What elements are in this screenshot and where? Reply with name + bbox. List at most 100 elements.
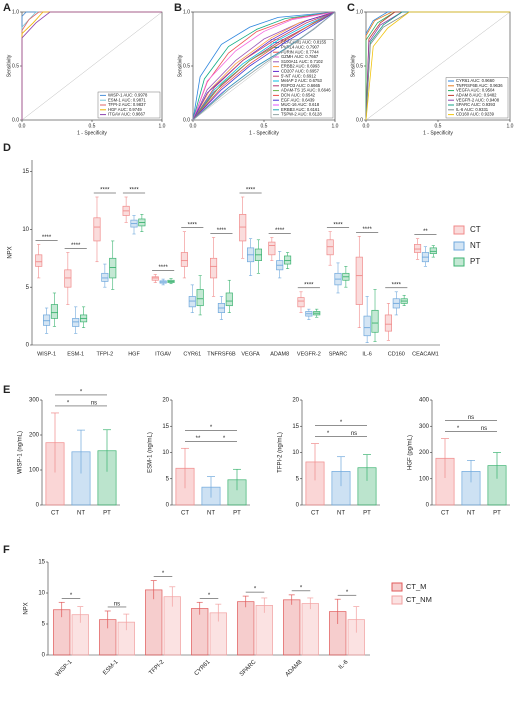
legend-label: ADAM 8 AUC: 0.9482: [456, 93, 497, 98]
significance-label: **: [196, 436, 201, 442]
y-tick-label: 0: [166, 503, 170, 509]
y-tick-label: 15: [22, 169, 29, 175]
roc-curve: [192, 11, 336, 121]
legend-label: RSPO3 AUC: 0.6665: [281, 83, 321, 88]
y-tick-label: 0: [426, 503, 430, 509]
roc-curve: [21, 11, 162, 120]
x-tick-label: 1.0: [159, 123, 166, 129]
legend-label: ITGAV AUC: 0.9667: [108, 112, 146, 117]
y-tick-label: 0.5: [12, 63, 19, 69]
x-tick-label: ADAM8: [285, 659, 304, 678]
y-tick-label: 5: [42, 622, 46, 628]
box: [371, 309, 379, 333]
box: [188, 296, 196, 308]
legend-label: HGF AUC: 0.9749: [108, 107, 142, 112]
legend-swatch: [391, 582, 403, 592]
y-tick-label: 1.0: [183, 9, 190, 15]
panel-label: F: [3, 544, 10, 556]
legend-label: MUC-16 AUC: 0.618: [281, 102, 320, 107]
significance-label: *: [300, 585, 303, 591]
y-axis-label: WISP-1 (ng/mL): [18, 431, 24, 474]
box: [180, 252, 188, 267]
legend-label: SPARC AUC: 0.9393: [456, 102, 496, 107]
y-tick-label: 0: [296, 503, 300, 509]
y-tick-label: 10: [38, 591, 45, 597]
significance-label: ns: [114, 602, 120, 608]
significance-label: ****: [217, 228, 227, 234]
bar: [283, 599, 301, 656]
y-tick-label: 0: [26, 343, 30, 349]
x-tick-label: NT: [207, 511, 215, 517]
x-tick-label: PT: [103, 511, 111, 517]
y-tick-label: 1.0: [356, 9, 363, 15]
box: [284, 255, 292, 265]
box: [72, 318, 80, 327]
significance-label: ****: [100, 188, 110, 194]
box: [355, 256, 363, 305]
y-tick-label: 0.5: [356, 63, 363, 69]
box: [196, 289, 204, 307]
legend-label: CD160 AUC: 0.9239: [456, 112, 495, 117]
significance-label: ****: [304, 282, 314, 288]
box: [268, 241, 276, 256]
x-tick-label: CT: [441, 511, 449, 517]
x-axis-label: 1 - Specificity: [423, 130, 453, 136]
x-tick-label: CD160: [388, 351, 405, 357]
y-tick-label: 10: [22, 227, 29, 233]
y-axis-label: ESM-1 (ng/mL): [148, 432, 154, 473]
significance-label: ****: [188, 222, 198, 228]
legend-box: [445, 77, 509, 119]
y-tick-label: 0.0: [183, 117, 190, 123]
x-tick-label: 0.5: [435, 123, 442, 129]
significance-label: *: [208, 593, 211, 599]
y-tick-label: 300: [29, 398, 40, 404]
bar: [145, 589, 163, 656]
roc-curve: [192, 11, 336, 121]
legend-label: MetAP 2 AUC: 0.6753: [281, 78, 323, 83]
legend-label: ERBB3 AUC: 0.6161: [281, 107, 320, 112]
x-tick-label: TNFRSF6B: [207, 351, 236, 357]
y-tick-label: 0.0: [12, 117, 19, 123]
y-tick-label: 10: [292, 450, 299, 456]
x-tick-label: WISP-1: [37, 351, 56, 357]
significance-label: ****: [362, 227, 372, 233]
legend-label: ERBB2 AUC: 0.6993: [281, 64, 320, 69]
y-axis-label: NPX: [8, 246, 14, 258]
box: [414, 244, 422, 253]
legend-label: CT: [470, 225, 481, 234]
box: [384, 314, 392, 332]
x-tick-label: NT: [467, 511, 475, 517]
legend-box: [97, 91, 161, 119]
panel-label: A: [3, 2, 11, 14]
x-tick-label: IL-6: [338, 659, 350, 671]
x-tick-label: CT: [51, 511, 59, 517]
panel-label: C: [347, 2, 355, 14]
legend-label: CT_NM: [406, 595, 432, 604]
legend-swatch: [453, 257, 465, 267]
box: [109, 257, 117, 279]
panel-label: B: [174, 2, 182, 14]
x-tick-label: IL-6: [362, 351, 371, 357]
significance-label: *: [457, 426, 460, 432]
legend-label: EGF AUC: 0.6439: [281, 97, 315, 102]
x-tick-label: CYR61: [183, 351, 201, 357]
box: [326, 239, 334, 256]
y-tick-label: 0.5: [183, 63, 190, 69]
y-tick-label: 0: [36, 503, 40, 509]
x-tick-label: WISP-1: [55, 659, 74, 678]
roc-curve: [365, 11, 510, 121]
x-tick-label: NT: [337, 511, 345, 517]
x-tick-label: ESM-1: [67, 351, 84, 357]
x-tick-label: CT: [181, 511, 189, 517]
legend-label: TSPW-2 AUC: 0.6128: [281, 112, 322, 117]
x-tick-label: 0.0: [19, 123, 26, 129]
bar: [301, 603, 319, 656]
roc-curve: [192, 11, 336, 121]
x-tick-label: CEACAM1: [412, 351, 439, 357]
bar: [191, 608, 209, 656]
x-tick-label: 0.5: [89, 123, 96, 129]
significance-label: *: [223, 436, 226, 442]
y-tick-label: 10: [162, 450, 169, 456]
